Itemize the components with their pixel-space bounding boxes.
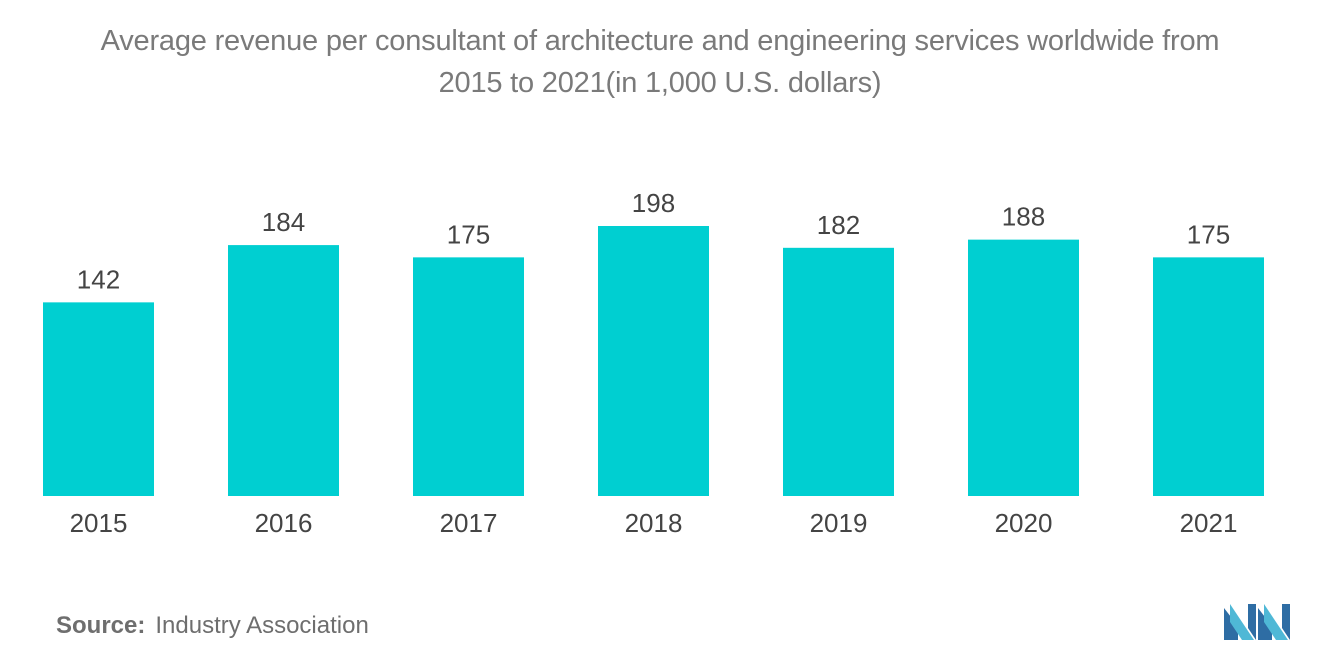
- value-label-2020: 188: [1002, 202, 1045, 232]
- x-tick-label-2015: 2015: [70, 508, 128, 538]
- bar-2016: [228, 245, 339, 496]
- x-tick-label-2021: 2021: [1180, 508, 1238, 538]
- bar-chart: 142 2015 184 2016 175 2017 198 2018 182 2019 188 20…: [43, 188, 1264, 538]
- x-tick-label-2020: 2020: [995, 508, 1053, 538]
- chart-title-line-1: Average revenue per consultant of archit…: [100, 25, 1220, 57]
- source-label: Source:: [56, 612, 146, 639]
- bar-2015: [43, 302, 154, 496]
- x-tick-label-2019: 2019: [810, 508, 868, 538]
- value-label-2017: 175: [447, 219, 490, 249]
- bar-2020: [968, 239, 1079, 497]
- value-label-2018: 198: [632, 188, 675, 218]
- bar-2017: [413, 257, 524, 496]
- value-label-2015: 142: [77, 264, 120, 294]
- bar-2018: [598, 226, 709, 496]
- value-label-2016: 184: [262, 207, 305, 237]
- bar-2021: [1153, 257, 1264, 496]
- x-tick-label-2018: 2018: [625, 508, 683, 538]
- value-label-2019: 182: [817, 210, 860, 240]
- source-note: Source: Industry Association: [56, 612, 369, 640]
- value-label-2021: 175: [1187, 219, 1230, 249]
- mordor-intelligence-logo-icon: [1224, 604, 1290, 640]
- chart-title: Average revenue per consultant of archit…: [0, 20, 1320, 104]
- source-value: Industry Association: [155, 612, 369, 639]
- bar-2019: [783, 247, 894, 496]
- x-tick-label-2017: 2017: [440, 508, 498, 538]
- chart-title-line-2: 2015 to 2021(in 1,000 U.S. dollars): [438, 67, 882, 99]
- x-tick-label-2016: 2016: [255, 508, 313, 538]
